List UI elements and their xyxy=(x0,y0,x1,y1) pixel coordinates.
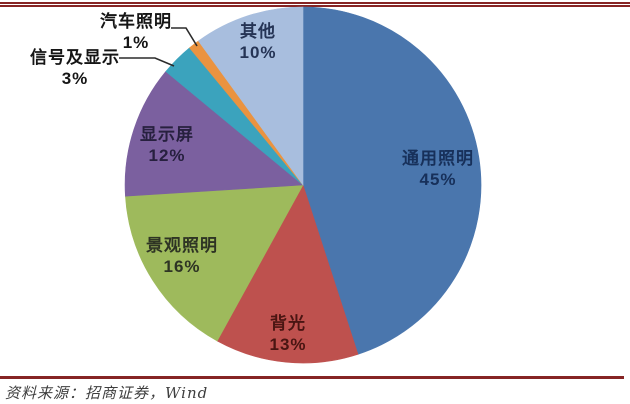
slice-category-label: 汽车照明 xyxy=(100,12,172,31)
pie-slice-3 xyxy=(124,71,304,197)
pie-slice-0 xyxy=(302,6,482,355)
slice-label-5: 汽车照明 1% xyxy=(100,11,172,53)
leader-line-4 xyxy=(119,57,175,67)
chart-area: 通用照明 45% 背光 13% 景观照明 16% 显示屏 12% 信号及显示 3% 汽车照明 1% 其他… xyxy=(30,6,482,364)
leader-line-5 xyxy=(171,27,198,47)
slice-percent-label: 3% xyxy=(61,69,89,88)
pie-slice-2 xyxy=(125,184,304,342)
pie-slice-6 xyxy=(197,6,304,186)
top-rule xyxy=(0,2,630,7)
source-note: 资料来源：招商证券，Wind xyxy=(5,384,209,402)
pie-chart xyxy=(119,6,482,364)
slice-percent-label: 1% xyxy=(122,33,150,52)
pie-slice-1 xyxy=(216,184,359,364)
slice-label-4: 信号及显示 3% xyxy=(30,47,120,89)
bottom-rule xyxy=(0,376,624,379)
slice-category-label: 信号及显示 xyxy=(30,48,120,67)
